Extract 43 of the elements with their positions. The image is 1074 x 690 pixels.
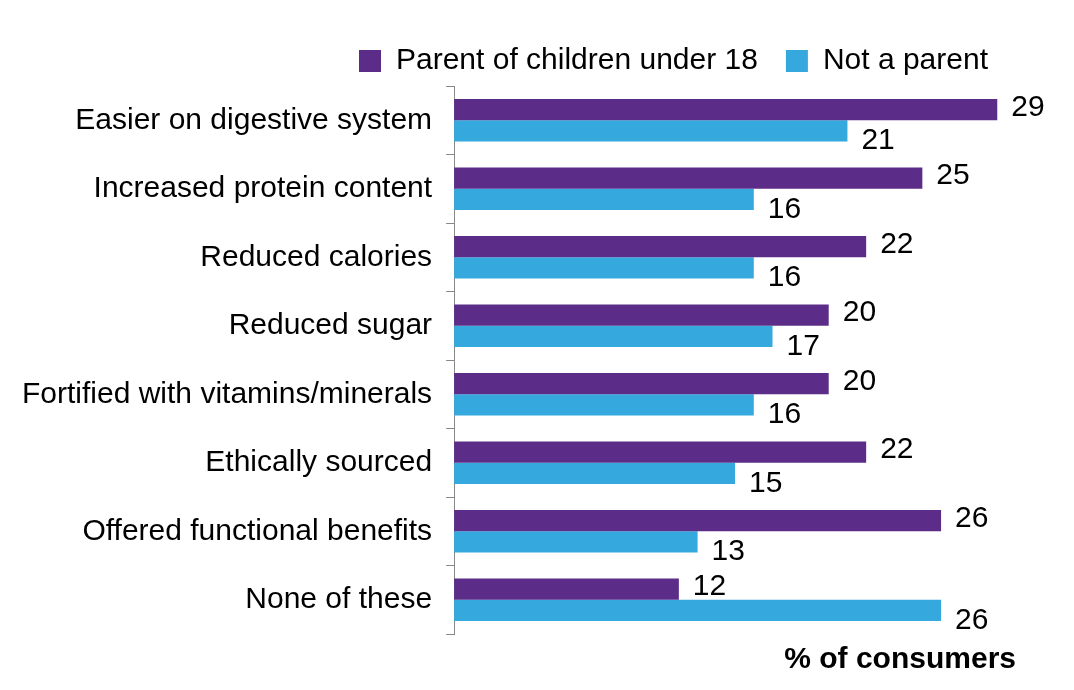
bar [454, 120, 848, 142]
data-label: 21 [861, 122, 895, 156]
data-label: 20 [842, 362, 877, 396]
data-label: 22 [880, 225, 914, 259]
y-tick-label: Ethically sourced [205, 444, 433, 478]
bar [454, 325, 773, 347]
bar [454, 188, 754, 210]
bar [454, 373, 829, 395]
bar [454, 462, 736, 484]
bar [454, 304, 829, 326]
x-axis-title: % of consumers [784, 641, 1016, 675]
y-tick-label: Easier on digestive system [75, 101, 433, 135]
data-label: 16 [767, 259, 802, 293]
legend-label: Parent of children under 18 [395, 42, 758, 76]
data-label: 17 [786, 327, 820, 361]
bar [454, 99, 998, 121]
data-label: 16 [767, 396, 802, 430]
legend-label: Not a parent [822, 42, 989, 76]
bar [454, 510, 942, 532]
bar [454, 578, 679, 600]
y-tick-label: Reduced calories [200, 238, 433, 272]
data-label: 13 [711, 533, 745, 567]
y-tick-label: None of these [245, 581, 433, 615]
bar [454, 599, 942, 621]
y-tick-label: Offered functional benefits [82, 512, 433, 546]
data-label: 25 [936, 157, 970, 191]
y-tick-label: Increased protein content [93, 170, 433, 204]
data-label: 29 [1011, 88, 1045, 122]
bar [454, 394, 754, 416]
bar [454, 257, 754, 279]
data-label: 12 [692, 568, 727, 602]
data-label: 26 [955, 499, 989, 533]
data-label: 20 [842, 294, 877, 328]
y-tick-label: Reduced sugar [228, 307, 433, 341]
y-tick-label: Fortified with vitamins/minerals [21, 375, 433, 409]
bar [454, 167, 923, 189]
data-label: 15 [749, 464, 783, 498]
data-label: 22 [880, 431, 914, 465]
bar [454, 531, 698, 553]
bar [454, 236, 867, 258]
bar [454, 441, 867, 463]
data-label: 26 [955, 601, 989, 635]
data-label: 16 [767, 190, 802, 224]
